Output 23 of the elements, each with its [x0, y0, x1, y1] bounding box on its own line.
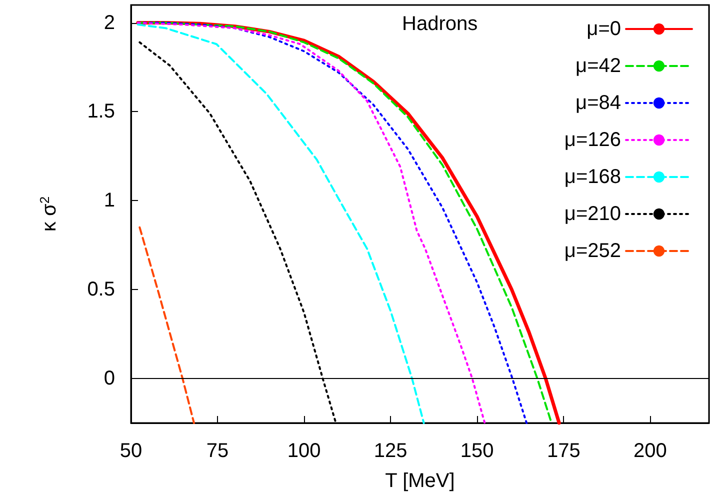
y-tick-label: 2	[104, 12, 115, 34]
line-series	[138, 226, 195, 424]
legend-label: μ=252	[564, 240, 621, 262]
y-tick-label: 1.5	[87, 100, 115, 123]
legend-label: μ=0	[586, 18, 621, 40]
x-axis-title: T [MeV]	[385, 470, 455, 492]
legend-label: μ=168	[564, 166, 621, 188]
y-tick-label: 1	[104, 190, 115, 212]
legend-label: μ=42	[576, 55, 621, 77]
x-tick-label: 75	[206, 440, 229, 462]
y-tick-label: 0	[104, 368, 115, 390]
y-tick-label: 0.5	[87, 278, 115, 301]
y-axis-title: κ σ2	[37, 196, 60, 232]
x-tick-label: 100	[287, 440, 321, 462]
annotation: Hadrons	[402, 13, 478, 35]
x-tick-label: 150	[460, 440, 494, 462]
x-tick-label: 50	[120, 440, 142, 462]
legend-label: μ=84	[576, 92, 621, 114]
legend-label: μ=126	[564, 129, 621, 151]
legend-label: μ=210	[564, 203, 621, 225]
x-tick-label: 175	[546, 440, 580, 462]
x-tick-label: 125	[374, 440, 408, 462]
x-tick-label: 200	[633, 440, 667, 462]
